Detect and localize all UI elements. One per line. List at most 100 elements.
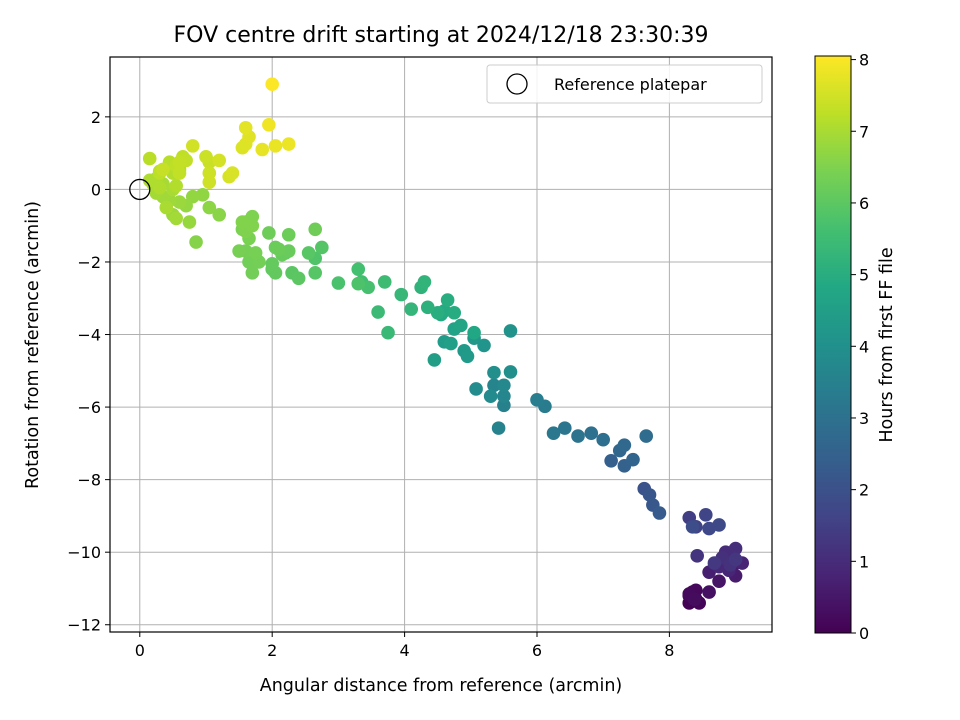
data-point	[626, 452, 640, 467]
data-point	[308, 222, 323, 237]
data-point	[189, 235, 203, 249]
data-point	[156, 162, 170, 177]
x-tick-label: 2	[267, 641, 277, 660]
y-tick-label: −4	[77, 326, 101, 345]
data-point	[487, 378, 501, 393]
y-axis-label: Rotation from reference (arcmin)	[23, 201, 43, 489]
data-point	[185, 139, 200, 153]
y-tick-label: −8	[77, 471, 101, 490]
data-point	[169, 178, 183, 193]
data-point	[199, 149, 213, 164]
colorbar-tick-label: 7	[859, 122, 869, 141]
data-point	[707, 556, 722, 570]
x-tick-label: 0	[135, 641, 145, 660]
data-point	[291, 271, 306, 286]
x-tick-label: 4	[399, 641, 409, 660]
data-point	[245, 266, 260, 280]
data-point	[454, 318, 468, 333]
x-axis-ticks: 0 2 4 6 8	[135, 632, 674, 660]
y-tick-label: −12	[67, 616, 101, 635]
y-tick-label: 0	[91, 180, 101, 199]
data-point	[404, 302, 419, 316]
colorbar-tick-label: 8	[859, 51, 869, 70]
data-point	[172, 166, 187, 180]
y-axis-ticks: −12 −10 −8 −6 −4 −2 0 2	[67, 108, 110, 635]
data-point	[265, 256, 279, 271]
data-point	[225, 166, 240, 180]
data-point	[248, 246, 263, 260]
data-point	[268, 139, 283, 153]
chart-title: FOV centre drift starting at 2024/12/18 …	[174, 23, 709, 48]
data-point	[212, 153, 227, 168]
data-point	[503, 365, 518, 379]
legend-marker-icon	[506, 73, 528, 95]
x-tick-label: 6	[532, 641, 542, 660]
data-point	[571, 429, 585, 443]
data-point	[699, 508, 713, 522]
legend-box	[486, 64, 763, 104]
y-tick-label: −6	[77, 398, 101, 417]
data-point	[377, 275, 392, 289]
data-point	[702, 585, 716, 599]
data-point	[417, 275, 432, 289]
data-point	[427, 353, 442, 367]
data-point	[469, 382, 483, 396]
colorbar-tick-label: 5	[859, 266, 869, 285]
plot-frame	[109, 56, 773, 633]
data-point	[596, 432, 610, 447]
data-point	[530, 393, 544, 407]
data-point	[235, 215, 250, 229]
data-point	[272, 242, 286, 257]
data-point	[728, 552, 743, 567]
data-point	[430, 305, 445, 320]
data-point	[331, 276, 346, 290]
data-point	[315, 240, 329, 255]
reference-point-marker	[129, 178, 151, 201]
data-point	[232, 244, 246, 258]
data-point	[169, 211, 183, 226]
colorbar-ticks: 0 1 2 3 4 5 6 7 8	[851, 51, 869, 643]
legend: Reference platepar	[486, 64, 763, 104]
data-point	[557, 421, 572, 435]
data-point	[238, 120, 253, 135]
colorbar-tick-label: 2	[859, 481, 869, 500]
data-point	[265, 77, 279, 92]
data-point	[351, 276, 366, 291]
data-point	[685, 519, 700, 534]
data-point	[687, 592, 702, 607]
colorbar-label: Hours from first FF file	[877, 247, 897, 442]
data-point	[503, 324, 518, 338]
data-point	[604, 453, 618, 468]
data-point	[281, 227, 296, 242]
data-point	[690, 549, 704, 563]
data-point	[142, 173, 157, 188]
colorbar-tick-label: 1	[859, 552, 869, 571]
data-point	[487, 365, 501, 380]
data-point	[652, 506, 667, 520]
data-point	[371, 305, 385, 319]
data-point	[262, 226, 276, 240]
colorbar-tick-label: 4	[859, 337, 869, 356]
data-point	[172, 155, 187, 170]
colorbar-tick-label: 3	[859, 409, 869, 428]
data-point	[477, 338, 491, 353]
data-point	[447, 305, 462, 320]
data-point	[351, 262, 366, 277]
data-point	[584, 426, 599, 440]
data-point	[182, 215, 197, 229]
data-point	[444, 336, 458, 351]
legend-label: Reference platepar	[554, 75, 707, 94]
data-point	[281, 137, 296, 151]
data-point	[308, 266, 323, 280]
data-point	[202, 175, 217, 189]
colorbar-tick-label: 0	[859, 624, 869, 643]
grid-lines	[110, 57, 772, 632]
x-axis-label: Angular distance from reference (arcmin)	[260, 676, 623, 696]
data-point	[152, 180, 167, 195]
data-point	[202, 200, 217, 215]
data-point	[497, 378, 511, 393]
y-tick-label: −2	[77, 253, 101, 272]
data-point	[420, 300, 435, 315]
data-point	[212, 208, 227, 222]
